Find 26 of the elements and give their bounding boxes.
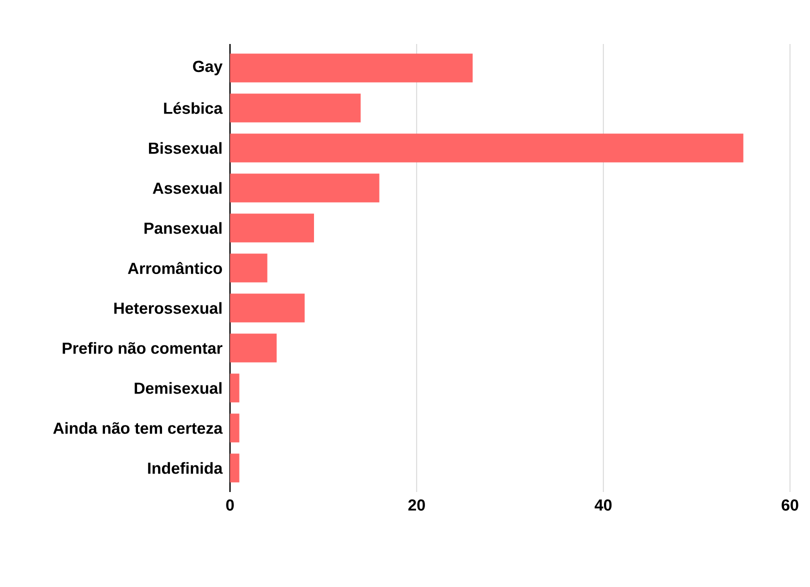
x-tick-label: 20	[408, 499, 425, 511]
y-tick-label: Assexual	[152, 182, 222, 194]
bar	[230, 334, 277, 362]
bar	[230, 214, 314, 242]
y-tick-label: Arromântico	[128, 262, 222, 274]
bar	[230, 294, 305, 322]
y-tick-label: Heterossexual	[114, 302, 222, 314]
x-tick-label: 0	[226, 499, 234, 511]
bar	[230, 254, 268, 282]
y-tick-label: Indefinida	[148, 462, 223, 474]
bar	[230, 54, 473, 82]
y-tick-label: Pansexual	[144, 222, 222, 234]
y-tick-label: Prefiro não comentar	[62, 342, 222, 354]
bar	[230, 134, 744, 162]
y-tick-label: Gay	[193, 60, 223, 76]
bar	[230, 414, 240, 442]
y-tick-label: Ainda não tem certeza	[53, 422, 223, 434]
y-tick-label: Bissexual	[148, 142, 222, 154]
bar	[230, 174, 380, 202]
y-tick-label: Lésbica	[164, 102, 223, 114]
y-tick-label: Demisexual	[134, 382, 222, 394]
bar	[230, 454, 240, 482]
bar	[230, 374, 240, 402]
x-tick-label: 60	[782, 499, 798, 511]
x-tick-label: 40	[594, 499, 612, 511]
bar	[230, 94, 361, 122]
